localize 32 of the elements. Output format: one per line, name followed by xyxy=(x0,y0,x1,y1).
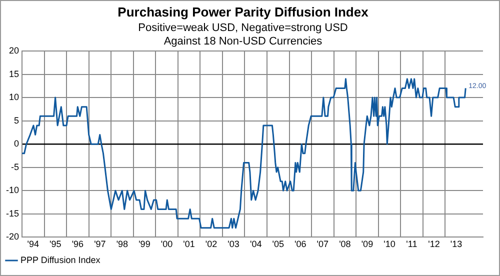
legend-label: PPP Diffusion Index xyxy=(20,254,101,265)
x-tick-label: '09 xyxy=(361,239,374,250)
x-tick-label: '08 xyxy=(339,239,351,250)
x-tick-label: '03 xyxy=(228,239,240,250)
x-tick-label: '01 xyxy=(183,239,195,250)
x-tick-label: '96 xyxy=(72,239,84,250)
y-tick-label: -10 xyxy=(6,185,20,196)
y-tick-label: 20 xyxy=(8,45,20,56)
x-tick-label: '12 xyxy=(428,239,440,250)
y-tick-label: 5 xyxy=(14,115,20,126)
x-tick-label: '95 xyxy=(49,239,62,250)
y-tick-label: 15 xyxy=(8,68,20,79)
x-tick-label: '10 xyxy=(384,239,396,250)
y-tick-label: 10 xyxy=(8,92,20,102)
x-tick-label: '04 xyxy=(250,239,262,250)
x-tick-label: '06 xyxy=(294,239,306,250)
x-tick-label: '99 xyxy=(138,239,150,250)
x-tick-label: '07 xyxy=(316,239,328,250)
y-tick-label: -15 xyxy=(6,208,20,218)
y-tick-label: -20 xyxy=(6,232,20,242)
x-tick-label: '98 xyxy=(116,239,128,250)
y-tick-label: 0 xyxy=(14,138,20,149)
x-tick-label: '11 xyxy=(406,239,418,250)
x-tick-label: '00 xyxy=(160,239,173,250)
x-tick-label: '02 xyxy=(205,239,218,250)
x-tick-label: '97 xyxy=(94,239,106,250)
chart-title: Purchasing Power Parity Diffusion Index xyxy=(118,4,370,20)
x-tick-label: '94 xyxy=(27,239,39,250)
x-tick-label: '05 xyxy=(272,239,284,250)
y-tick-label: -5 xyxy=(10,162,20,172)
x-tick-label: '13 xyxy=(450,239,462,250)
chart-subtitle: Positive=weak USD, Negative=strong USD Against 18 Non-USD Currencies xyxy=(138,22,348,48)
